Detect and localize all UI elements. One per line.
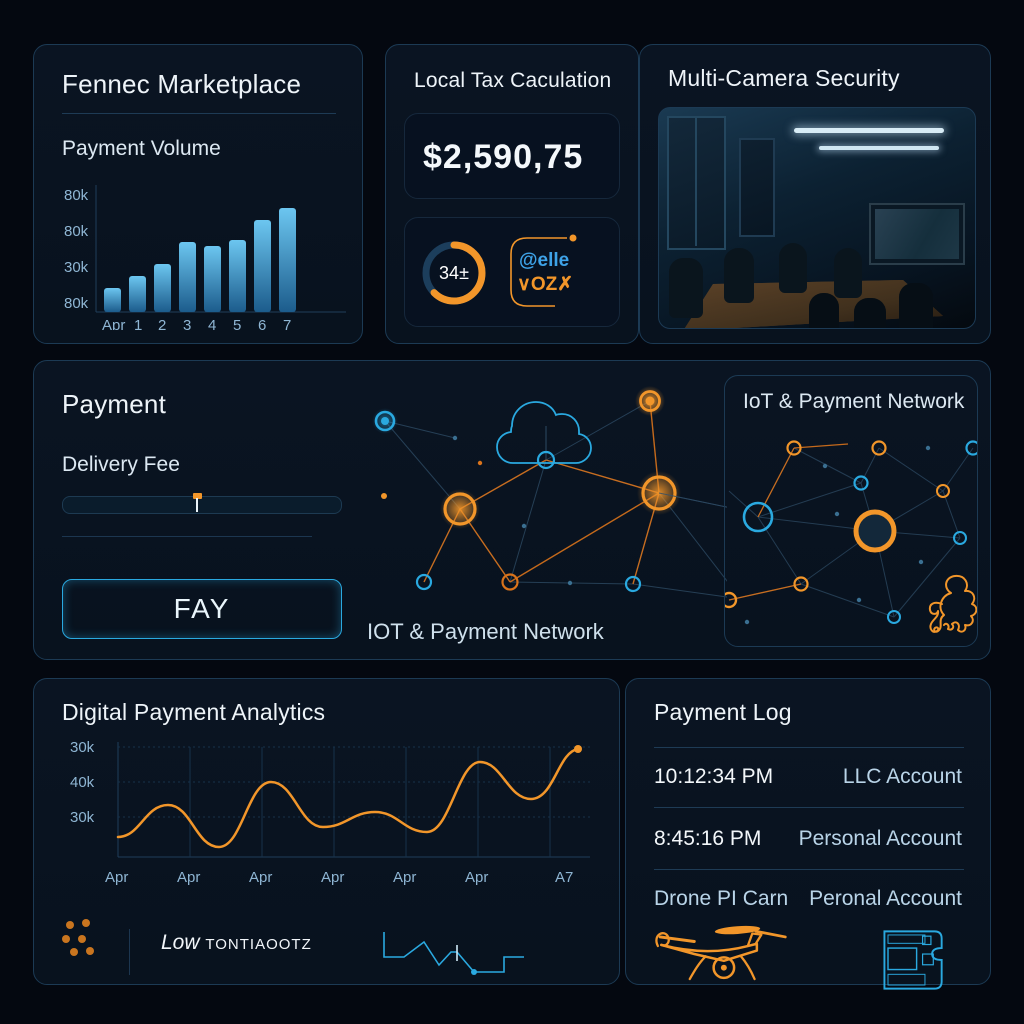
- svg-text:Apr: Apr: [393, 869, 416, 886]
- svg-text:7: 7: [283, 317, 291, 330]
- svg-text:Apr: Apr: [105, 869, 128, 886]
- svg-text:Apr: Apr: [321, 869, 344, 886]
- svg-text:Apr: Apr: [177, 869, 200, 886]
- svg-text:80k: 80k: [64, 223, 89, 240]
- svg-text:3: 3: [183, 317, 191, 330]
- svg-text:80k: 80k: [64, 295, 89, 312]
- svg-text:30k: 30k: [64, 259, 89, 276]
- svg-text:Apr: Apr: [102, 317, 125, 330]
- svg-text:30k: 30k: [70, 809, 95, 826]
- svg-text:34±: 34±: [439, 263, 469, 283]
- svg-text:@elle: @elle: [519, 250, 569, 271]
- svg-text:4: 4: [208, 317, 216, 330]
- svg-text:2: 2: [158, 317, 166, 330]
- svg-text:30k: 30k: [70, 739, 95, 756]
- svg-text:40k: 40k: [70, 774, 95, 791]
- svg-text:Apr: Apr: [249, 869, 272, 886]
- svg-text:A7: A7: [555, 869, 573, 886]
- svg-text:6: 6: [258, 317, 266, 330]
- svg-text:Apr: Apr: [465, 869, 488, 886]
- svg-text:∨OZ✗: ∨OZ✗: [517, 274, 573, 295]
- svg-text:1: 1: [134, 317, 142, 330]
- svg-text:80k: 80k: [64, 187, 89, 204]
- svg-text:5: 5: [233, 317, 241, 330]
